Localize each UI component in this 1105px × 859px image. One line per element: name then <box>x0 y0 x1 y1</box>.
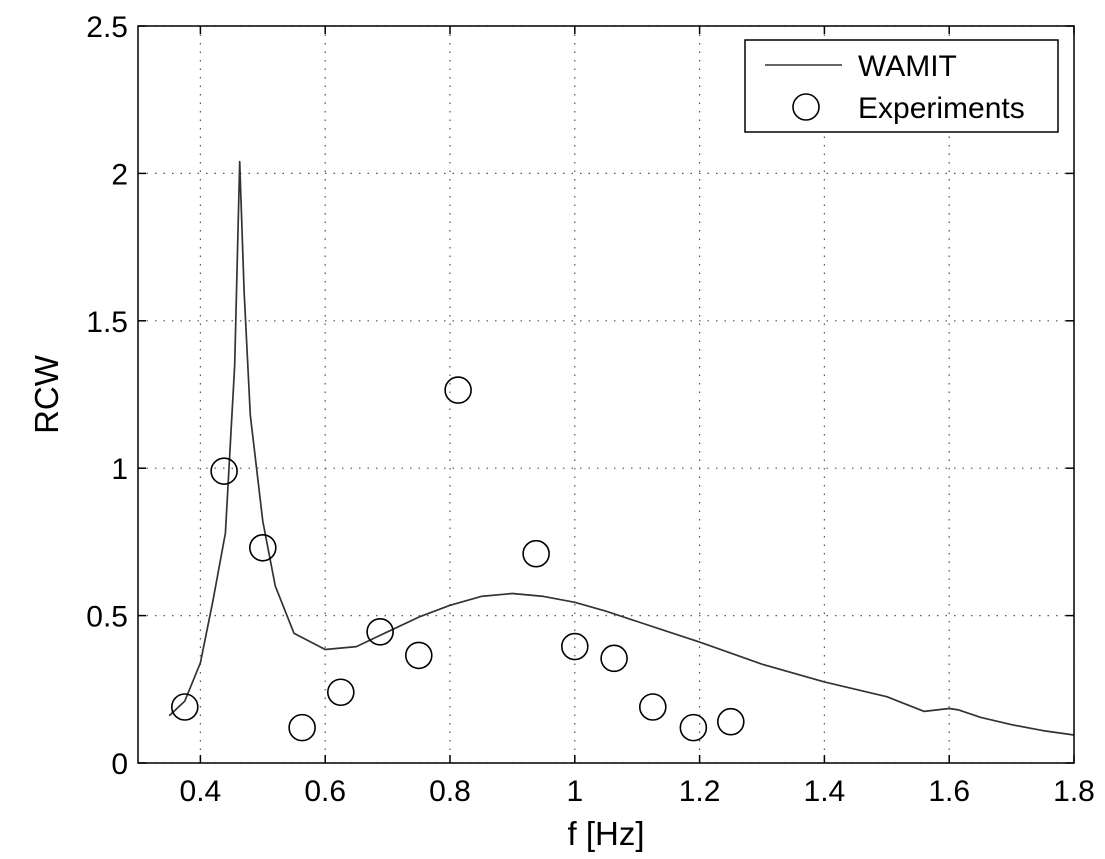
x-tick-label: 1 <box>566 775 583 808</box>
legend-label-wamit: WAMIT <box>858 50 957 83</box>
y-tick-label: 2.5 <box>86 11 128 44</box>
legend-label-experiments: Experiments <box>858 92 1025 125</box>
x-tick-label: 1.4 <box>804 775 846 808</box>
x-tick-label: 0.8 <box>429 775 471 808</box>
y-axis-label: RCW <box>28 354 65 434</box>
y-tick-label: 1 <box>111 453 128 486</box>
y-tick-label: 0 <box>111 748 128 781</box>
x-tick-label: 0.4 <box>180 775 222 808</box>
x-tick-label: 1.8 <box>1053 775 1095 808</box>
x-tick-label: 0.6 <box>304 775 346 808</box>
x-axis-label: f [Hz] <box>567 815 644 852</box>
y-tick-label: 0.5 <box>86 601 128 634</box>
y-tick-label: 2 <box>111 158 128 191</box>
y-tick-label: 1.5 <box>86 306 128 339</box>
x-tick-label: 1.6 <box>928 775 970 808</box>
legend: WAMIT Experiments <box>745 40 1058 132</box>
x-tick-label: 1.2 <box>679 775 721 808</box>
